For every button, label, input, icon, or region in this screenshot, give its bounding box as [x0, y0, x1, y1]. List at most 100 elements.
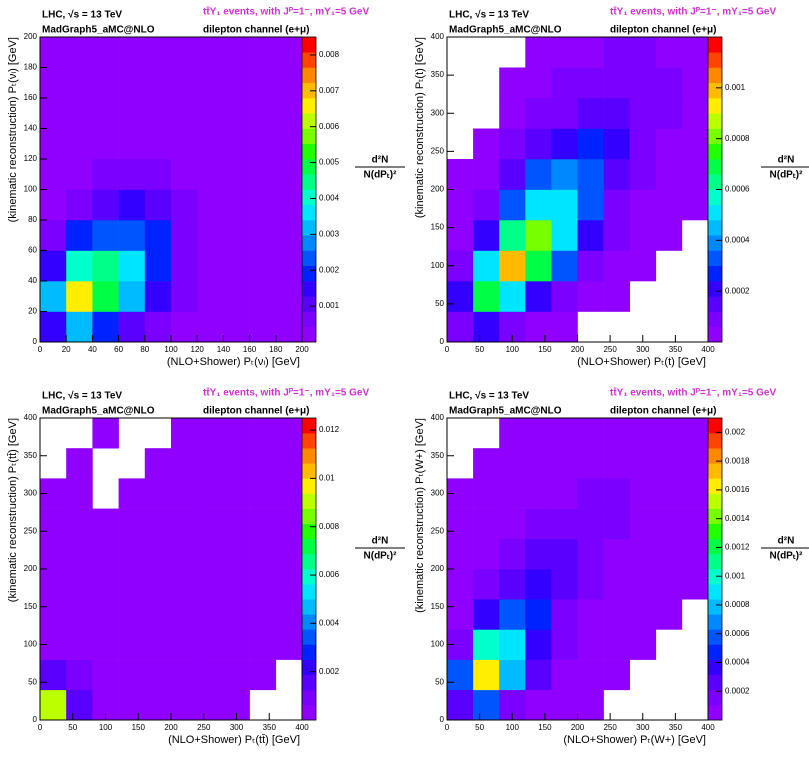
header-right-1: tt̄Y₁ events, with Jᴾ=1⁻, mY₁=5 GeV [610, 6, 776, 18]
heatmap-cell [197, 220, 224, 251]
x-tick-label: 0 [445, 345, 450, 354]
heatmap-cell [171, 281, 198, 312]
colorbar-step [302, 189, 316, 206]
heatmap-cell [118, 67, 146, 99]
colorbar-step [708, 311, 722, 328]
heatmap-cell [144, 508, 172, 540]
heatmap-cell [275, 599, 303, 630]
heatmap-cell [118, 538, 146, 570]
heatmap-cell [40, 689, 67, 721]
heatmap-cell [577, 37, 604, 68]
y-tick-label: 0 [33, 337, 38, 346]
heatmap-cell [66, 189, 93, 221]
heatmap-cell [447, 659, 474, 691]
heatmap-cell [447, 189, 474, 221]
heatmap-cell [525, 418, 552, 449]
y-tick-label: 250 [431, 526, 445, 535]
heatmap-cell [197, 599, 224, 630]
heatmap-cell [681, 478, 709, 509]
heatmap-cell [499, 569, 526, 600]
heatmap-cell [499, 599, 526, 630]
z-tick-label: 0.012 [319, 425, 340, 434]
heatmap-cell [144, 599, 172, 630]
heatmap-cell [603, 599, 630, 630]
heatmap-cell [223, 220, 250, 251]
heatmap-cell [197, 311, 224, 343]
x-tick-label: 140 [217, 345, 231, 354]
colorbar-step [708, 644, 722, 660]
heatmap-cell [499, 659, 526, 691]
y-tick-label: 100 [24, 640, 38, 649]
heatmap-cell [249, 629, 277, 660]
heatmap-cell [118, 189, 146, 221]
heatmap-cell [223, 418, 250, 449]
heatmap-cell [275, 478, 303, 509]
heatmap-cell [525, 478, 552, 509]
z-tick-label: 0.002 [319, 667, 340, 676]
heatmap-cell [275, 311, 303, 343]
heatmap-cell [40, 189, 67, 221]
heatmap-cell [603, 478, 630, 509]
heatmap-cell [197, 159, 224, 190]
z-tick-label: 0.008 [319, 522, 340, 531]
heatmap-cell [525, 159, 552, 190]
heatmap-cell [629, 569, 657, 600]
heatmap-cell [171, 478, 198, 509]
heatmap-cell [525, 629, 552, 660]
heatmap-cell [577, 538, 604, 570]
heatmap-cell [629, 508, 657, 540]
z-tick-label: 0.0018 [725, 456, 750, 465]
y-tick-label: 40 [28, 276, 37, 285]
z-tick-label: 0.002 [319, 265, 340, 274]
x-tick-label: 250 [603, 345, 617, 354]
heatmap-cell [171, 159, 198, 190]
colorbar-step [302, 433, 316, 449]
heatmap-cell [525, 689, 552, 721]
y-tick-label: 100 [431, 261, 445, 270]
y-tick-label: 100 [24, 185, 38, 194]
heatmap-cell [92, 67, 119, 99]
heatmap-cell [144, 281, 172, 312]
colorbar-frame [301, 36, 317, 343]
heatmap-cell [171, 128, 198, 160]
colorbar-step [302, 296, 316, 312]
x-tick-label: 200 [295, 345, 309, 354]
heatmap-cell [40, 508, 67, 540]
heatmap-cell [144, 478, 172, 509]
heatmap-cell [577, 478, 604, 509]
heatmap-cell [629, 599, 657, 630]
heatmap-cell [681, 98, 709, 129]
header-right-1: tt̄Y₁ events, with Jᴾ=1⁻, mY₁=5 GeV [203, 6, 369, 18]
z-tick-label: 0.0006 [725, 629, 750, 638]
heatmap-cell [275, 629, 303, 660]
colorbar-step [302, 584, 316, 600]
header-left-2: MadGraph5_aMC@NLO [42, 406, 155, 417]
z-axis-label-num: d²N [778, 155, 795, 166]
heatmap-cell [275, 220, 303, 251]
heatmap-cell [66, 250, 93, 282]
heatmap-cell [499, 538, 526, 570]
colorbar-step [708, 281, 722, 297]
heatmap-cell [681, 67, 709, 99]
colorbar-step [708, 189, 722, 206]
heatmap-cell [40, 220, 67, 251]
heatmap-cell [603, 189, 630, 221]
heatmap-cell [655, 189, 683, 221]
y-tick-label: 350 [431, 451, 445, 460]
x-tick-label: 160 [243, 345, 257, 354]
z-tick-label: 0.002 [725, 427, 746, 436]
heatmap-cell [223, 281, 250, 312]
heatmap-cell [499, 629, 526, 660]
heatmap-cell [40, 659, 67, 691]
y-tick-label: 0 [440, 715, 445, 724]
x-tick-label: 200 [571, 345, 585, 354]
heatmap-cell [171, 448, 198, 479]
colorbar-step [302, 52, 316, 68]
heatmap-cell [629, 220, 657, 251]
y-tick-label: 100 [431, 640, 445, 649]
heatmap-cell [249, 418, 277, 449]
x-tick-label: 150 [132, 723, 146, 732]
heatmap-cell [499, 250, 526, 282]
heatmap-cell [40, 128, 67, 160]
heatmap-cell [655, 37, 683, 68]
